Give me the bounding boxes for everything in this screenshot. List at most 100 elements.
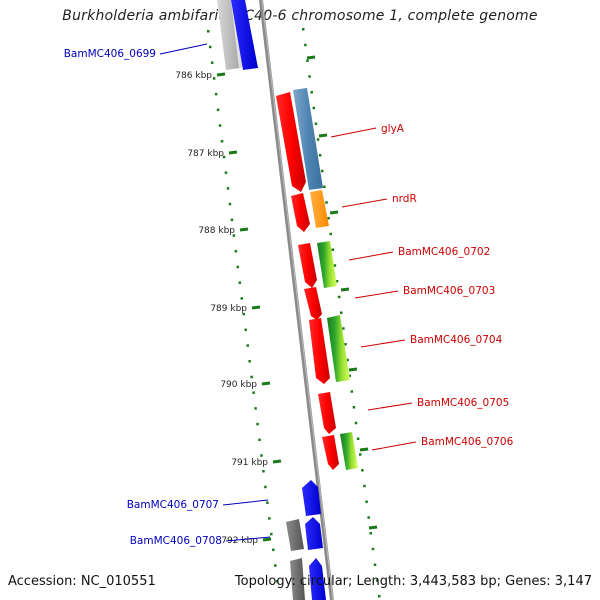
accession-text: Accession: NC_010551	[8, 574, 156, 589]
gene-label[interactable]: BamMC406_0699	[64, 48, 156, 60]
tick-dot	[218, 124, 222, 127]
kbp-tick-label: 790 kbp	[220, 380, 257, 390]
tick-dot	[367, 516, 370, 519]
kbp-tick-mark	[216, 72, 226, 77]
gene-arrow-red-4[interactable]	[304, 287, 322, 320]
tick-dot	[232, 234, 236, 237]
gene-label[interactable]: BamMC406_0704	[410, 334, 503, 346]
tick-dot	[264, 485, 267, 489]
tick-dot	[354, 421, 358, 425]
kbp-tick-label: 792 kbp	[221, 536, 258, 546]
tick-dot	[327, 217, 330, 220]
tick-dot	[208, 45, 212, 49]
gene-arrow-bamMC406-0707[interactable]	[302, 480, 321, 516]
gene-label-leader	[371, 441, 417, 451]
tick-dot	[352, 406, 356, 409]
gene-arrow-bamMC406-0699[interactable]	[231, 0, 258, 70]
gene-label[interactable]: BamMC406_0702	[398, 246, 490, 258]
tick-dot	[274, 564, 277, 567]
tick-dot	[323, 185, 326, 188]
gene-arrow-bamMC406-0706[interactable]	[340, 432, 358, 470]
gene-arrow-red-7[interactable]	[322, 435, 339, 470]
gene-arrow-dark-1[interactable]	[286, 519, 304, 551]
gene-arrow-nrdR[interactable]	[310, 190, 329, 228]
gene-label-leader	[159, 43, 208, 55]
tick-dot	[344, 343, 347, 346]
gene-label-leader	[367, 402, 413, 411]
tick-dot	[230, 218, 234, 222]
gene-label[interactable]: BamMC406_0703	[403, 285, 495, 297]
tick-dot	[234, 250, 238, 253]
gene-arrow-dark-2[interactable]	[290, 558, 305, 600]
outer-tick-mark	[306, 55, 316, 60]
gene-label[interactable]: BamMC406_0705	[417, 397, 509, 409]
tick-dot	[238, 281, 242, 284]
tick-dot	[333, 264, 337, 267]
tick-dot	[378, 595, 381, 598]
tick-dot	[329, 232, 332, 236]
gene-arrow-red-2[interactable]	[291, 193, 310, 232]
gene-arrow-blue-bottom[interactable]	[309, 558, 326, 600]
tick-dot	[304, 43, 307, 47]
tick-dot	[214, 92, 218, 96]
tick-dot	[260, 454, 263, 457]
tick-dot	[308, 75, 311, 78]
gene-arrow-glyA[interactable]	[293, 88, 323, 190]
gene-label[interactable]: nrdR	[392, 193, 417, 205]
gene-label[interactable]: BamMC406_0708	[130, 535, 222, 547]
gene-arrow-bamMC406-0708[interactable]	[305, 517, 323, 550]
gene-label[interactable]: BamMC406_0707	[127, 499, 219, 511]
gene-arrow-red-5[interactable]	[309, 318, 330, 384]
gene-arrow-red-1[interactable]	[276, 92, 306, 192]
kbp-tick-mark	[261, 381, 271, 386]
tick-dot	[222, 155, 226, 159]
gene-label-leader	[348, 251, 394, 261]
tick-dot	[240, 297, 244, 300]
tick-dot	[342, 327, 345, 330]
outer-tick-mark	[359, 447, 369, 452]
gene-arrow-red-3[interactable]	[298, 243, 317, 288]
tick-dot	[337, 295, 341, 299]
kbp-tick-mark	[262, 537, 272, 542]
gene-label[interactable]: glyA	[381, 123, 405, 135]
tick-dot	[266, 501, 269, 504]
gene-features	[217, 0, 358, 600]
gene-arrow-bamMC406-0704[interactable]	[327, 315, 350, 382]
kbp-tick-label: 791 kbp	[231, 458, 268, 468]
tick-dot	[302, 28, 305, 31]
gene-label[interactable]: BamMC406_0706	[421, 436, 514, 448]
topology-text: Topology: circular; Length: 3,443,583 bp…	[234, 574, 592, 589]
kbp-tick-mark	[272, 459, 282, 464]
tick-dot	[310, 91, 313, 94]
gene-label-leader	[222, 499, 269, 506]
tick-dot	[207, 30, 210, 33]
tick-dot	[314, 122, 318, 125]
tick-dot	[348, 374, 351, 377]
tick-dot	[361, 469, 364, 472]
kbp-ticks: 786 kbp 787 kbp 788 kbp 789 kbp 790 kbp 791 k…	[175, 55, 378, 546]
gene-arrow-bamMC406-0702[interactable]	[317, 241, 337, 288]
tick-dot	[254, 407, 257, 410]
tick-dots	[207, 28, 381, 598]
tick-dot	[335, 280, 339, 283]
outer-tick-mark	[368, 525, 378, 530]
gene-label-leader	[354, 290, 399, 299]
gene-arrow-gray[interactable]	[217, 0, 240, 70]
tick-dot	[321, 169, 324, 173]
tick-dot	[350, 390, 354, 393]
gene-arrow-red-6[interactable]	[318, 392, 336, 434]
outer-tick-mark	[340, 287, 350, 292]
tick-dot	[262, 470, 265, 473]
outer-tick-mark	[329, 210, 339, 215]
tick-dot	[256, 422, 259, 426]
tick-dot	[318, 154, 322, 157]
tick-dot	[270, 532, 273, 536]
tick-dot	[325, 201, 328, 204]
tick-dot	[375, 579, 379, 582]
tick-dot	[371, 547, 375, 551]
tick-dot	[250, 375, 253, 379]
tick-dot	[228, 202, 232, 206]
gene-labels: BamMC406_0699 glyA nrdR BamMC406_0702 BamMC4…	[64, 43, 514, 547]
tick-dot	[252, 391, 255, 394]
